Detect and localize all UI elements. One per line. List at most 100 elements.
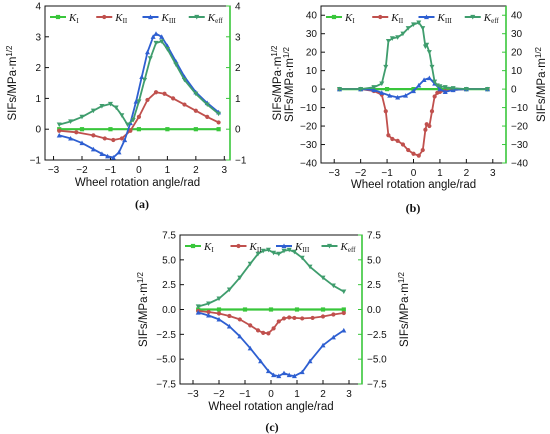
chart-1-y-tick-label-3: −10 — [300, 103, 317, 114]
chart-1-legend-label-3: Keff — [483, 12, 500, 25]
chart-0-k-iii-point-6 — [110, 155, 116, 160]
chart-0-k-ii-point-11 — [170, 96, 176, 101]
chart-0-k-iii-point-14 — [153, 31, 159, 36]
chart-0-x-tick-label-2: −1 — [105, 165, 117, 176]
chart-2-y-right-tick-label-5: 5.0 — [367, 255, 381, 266]
chart-1-k-iii-point-2 — [371, 87, 377, 93]
chart-1-k-ii-point-15 — [427, 123, 432, 129]
chart-1-x-tick-label-4: 1 — [437, 168, 443, 179]
chart-2-k-ii-point-13 — [292, 315, 297, 321]
chart-1-k-ii-point-13 — [423, 127, 428, 132]
chart-2-x-tick-label-0: −3 — [187, 389, 199, 400]
chart-2-x-tick-label-6: 3 — [346, 389, 352, 400]
chart-2-k-iii-point-12 — [291, 373, 297, 379]
chart-1-k-eff-point-3 — [379, 81, 385, 87]
chart-1-k-ii-point-11 — [416, 153, 421, 158]
chart-2-k-eff-point-0 — [195, 304, 201, 310]
chart-0-k-eff-point-0 — [56, 122, 62, 128]
chart-1-k-iii-point-3 — [379, 90, 385, 95]
chart-0-k-ii-point-2 — [91, 133, 96, 138]
chart-1-k-iii-point-10 — [426, 75, 432, 81]
chart-0-y-tick-label-4: 3 — [35, 32, 41, 43]
chart-1-k-eff-point-6 — [389, 36, 395, 41]
chart-2-k-ii-point-12 — [287, 315, 292, 320]
chart-2-k-i-point-3 — [268, 307, 274, 312]
chart-2-k-i-point-6 — [341, 307, 346, 312]
chart-2-k-iii-point-13 — [299, 369, 305, 375]
chart-1-legend-label-1: KII — [390, 12, 404, 25]
chart-1-k-eff-point-7 — [395, 35, 401, 40]
chart-1-x-axis-title: Wheel rotation angle/rad — [351, 179, 476, 191]
chart-2-series-k-iii-line — [197, 311, 345, 378]
chart-2-k-iii-point-10 — [281, 370, 287, 376]
chart-2-k-ii-point-11 — [281, 316, 287, 321]
chart-1-k-ii-point-legend-1 — [378, 14, 383, 20]
chart-2-y-right-tick-label-4: 2.5 — [367, 280, 381, 291]
chart-1-y-tick-label-6: 20 — [306, 48, 318, 59]
chart-0-y-axis-title: SIFs/MPa·m1/2 — [5, 45, 19, 121]
chart-2-k-ii-point-14 — [300, 316, 305, 321]
chart-2-y-tick-label-0: −7.5 — [156, 380, 176, 391]
chart-2-k-iii-point-6 — [258, 358, 264, 364]
chart-1-k-iii-point-7 — [411, 88, 416, 94]
chart-1-k-eff-point-17 — [432, 79, 438, 85]
chart-1-k-iii-point-4 — [387, 93, 393, 98]
chart-0-y-tick-label-2: 1 — [35, 94, 41, 105]
chart-1-k-eff-point-4 — [383, 64, 389, 70]
chart-1-k-iii-point-8 — [416, 82, 422, 88]
chart-0-k-ii-point-9 — [153, 90, 159, 95]
chart-1-k-eff-point-11 — [416, 20, 422, 26]
chart-0-k-eff-point-12 — [147, 56, 153, 61]
chart-2-k-i-point-legend-0 — [190, 243, 196, 249]
chart-2-y-tick-label-2: −2.5 — [156, 330, 176, 341]
chart-2-k-iii-point-11 — [286, 372, 292, 378]
chart-1-x-tick-label-5: 2 — [464, 168, 470, 179]
chart-2-k-i-point-5 — [320, 307, 326, 312]
chart-2-k-eff-point-9 — [271, 250, 277, 256]
chart-2-k-ii-point-1 — [206, 309, 211, 315]
chart-1-k-eff-point-15 — [426, 50, 432, 55]
chart-0-legend-label-1: KII — [114, 12, 128, 25]
chart-2-x-tick-label-2: −1 — [239, 389, 251, 400]
chart-0-k-iii-point-13 — [150, 34, 156, 39]
chart-1-k-iii-point-legend-2 — [424, 14, 429, 20]
chart-1-y-right-tick-label-3: −10 — [511, 103, 528, 114]
chart-2-x-tick-label-5: 2 — [320, 389, 326, 400]
chart-0-x-axis-title: Wheel rotation angle/rad — [75, 177, 200, 189]
chart-2-legend-label-3: Keff — [340, 241, 357, 254]
chart-0-k-iii-point-1 — [68, 135, 74, 141]
chart-0-k-eff-point-9 — [130, 117, 136, 123]
chart-2-x-axis-title: Wheel rotation angle/rad — [208, 401, 333, 413]
chart-2-y-axis-title: SIFs/MPa·m1/2 — [136, 271, 150, 347]
chart-2-y-right-tick-label-1: −5.0 — [367, 355, 387, 366]
chart-2-k-ii-point-5 — [248, 323, 253, 328]
chart-1-k-eff-point-9 — [405, 26, 411, 31]
chart-1-k-ii-point-7 — [395, 138, 400, 143]
chart-0-k-eff-point-6 — [113, 105, 119, 111]
chart-0-k-ii-point-8 — [145, 97, 150, 103]
chart-0-k-eff-point-5 — [107, 101, 113, 107]
chart-panel-b: −3 −2 −1 0 1 2 3−40 −40−30 −30−20 −20−10 −100 010 10… — [282, 5, 548, 215]
chart-2-k-iii-point-7 — [265, 368, 271, 374]
chart-0-k-eff-point-4 — [99, 104, 105, 109]
chart-1-k-iii-point-9 — [421, 77, 427, 82]
chart-2-k-eff-point-13 — [291, 249, 297, 255]
chart-2-k-iii-point-9 — [276, 373, 282, 379]
chart-2-k-eff-point-17 — [330, 283, 336, 289]
chart-0-k-i-point-5 — [193, 127, 198, 132]
chart-0-k-iii-point-2 — [79, 140, 85, 146]
chart-0-plot-frame — [44, 5, 231, 161]
chart-1-k-eff-point-14 — [424, 42, 430, 48]
chart-0-k-iii-point-10 — [133, 98, 139, 104]
chart-0-k-eff-point-14 — [159, 39, 165, 44]
chart-0-k-ii-point-1 — [74, 130, 79, 135]
chart-2-k-eff-point-18 — [341, 289, 347, 295]
chart-1-y-tick-label-5: 10 — [306, 66, 318, 77]
chart-1-legend-label-2: KIII — [437, 12, 453, 25]
chart-0-k-eff-point-8 — [125, 122, 131, 128]
chart-1-y-right-tick-label-5: 10 — [511, 66, 523, 77]
chart-2-k-ii-point-8 — [266, 331, 271, 336]
chart-1-y-right-tick-label-8: 40 — [511, 11, 523, 22]
chart-1-k-eff-point-2 — [371, 85, 377, 90]
chart-0-k-ii-point-5 — [119, 136, 124, 141]
